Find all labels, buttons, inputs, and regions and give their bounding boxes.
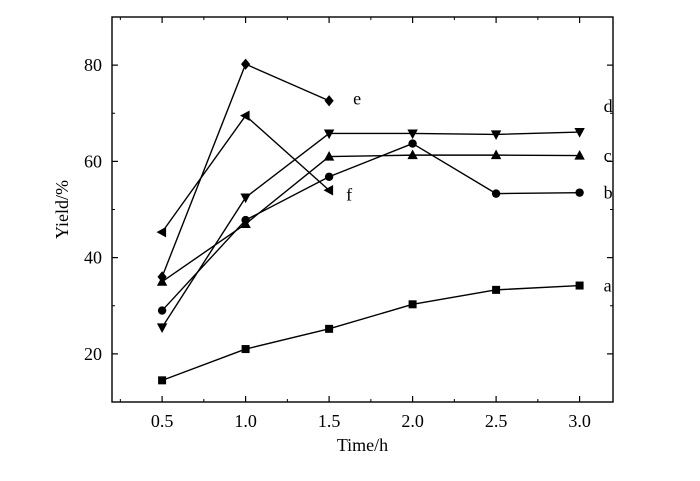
data-point-d [574,128,585,138]
data-point-a [408,300,417,309]
data-point-c [574,150,585,160]
plot-frame [111,16,614,403]
data-point-e [241,58,251,70]
series-label-e: e [353,89,361,109]
y-axis-title: Yield/% [52,180,72,239]
series-line-a [161,284,580,381]
series-label-d: d [604,96,613,116]
series-label-c: c [604,146,612,166]
y-tick-label: 60 [84,151,102,171]
data-point-d [323,129,335,140]
y-tick-label: 20 [84,344,102,364]
data-point-d [156,323,168,334]
data-point-b [157,306,167,315]
data-point-a [492,285,501,294]
data-point-c [490,149,502,160]
x-tick-label: 1.5 [318,411,341,431]
data-point-a [241,345,250,354]
y-tick-label: 40 [84,248,102,268]
data-point-a [325,324,334,333]
x-tick-label: 0.5 [151,411,174,431]
x-tick-label: 1.0 [234,411,257,431]
x-axis-title: Time/h [337,435,388,455]
series-line-b [161,142,580,312]
data-point-f [323,185,334,196]
data-point-f [156,226,167,238]
data-point-d [407,129,418,140]
data-point-c [323,150,335,161]
series-label-f: f [346,184,352,204]
data-point-d [490,130,502,141]
x-tick-label: 2.5 [485,411,508,431]
x-tick-label: 3.0 [568,411,591,431]
data-point-a [575,281,584,290]
series-label-a: a [604,276,612,296]
data-point-c [240,218,251,228]
data-point-d [240,193,251,204]
data-point-a [158,376,167,385]
data-point-f [240,110,250,121]
data-point-e [324,95,334,107]
data-point-b [491,189,501,198]
data-point-b [324,172,334,181]
data-point-c [407,149,418,160]
x-tick-label: 2.0 [401,411,424,431]
series-line-c [161,154,580,283]
series-line-e [161,63,330,278]
data-point-e [157,271,167,283]
series-label-b: b [604,183,613,203]
y-tick-label: 80 [84,55,102,75]
data-point-b [408,139,417,148]
data-point-b [575,188,584,197]
series-line-d [161,131,580,328]
